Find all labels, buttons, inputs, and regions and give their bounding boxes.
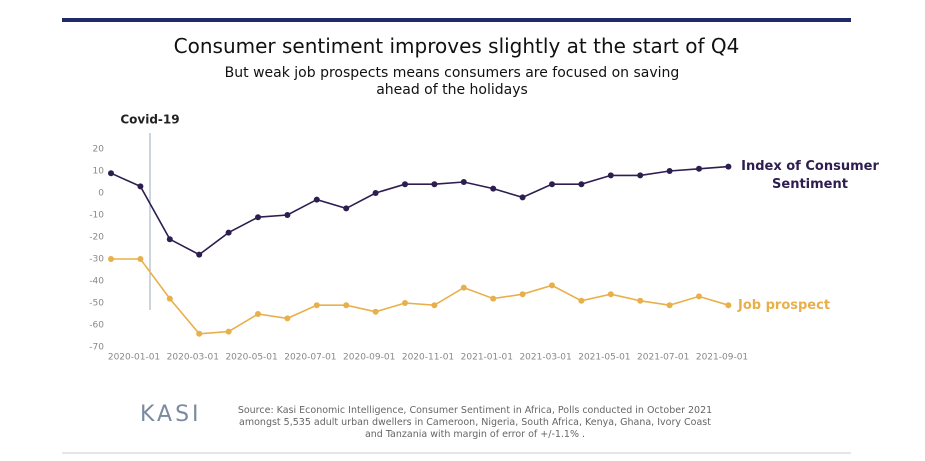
data-point [431,302,438,309]
y-tick-label: 20 [93,145,105,155]
data-point [460,179,467,185]
data-point [284,315,291,322]
data-point [137,183,144,190]
x-tick-label: 2020-11-01 [402,353,454,363]
data-point [196,330,203,337]
y-tick-label: 10 [93,167,105,177]
legend-label: Job prospect [738,298,831,313]
data-point [255,214,261,221]
data-point [166,295,173,302]
data-point [313,302,320,309]
top-bar [62,18,851,22]
x-tick-label: 2021-01-01 [461,353,513,363]
data-point [607,291,614,298]
x-tick-label: 2020-01-01 [108,353,160,363]
data-point [460,284,467,291]
data-point [225,229,232,236]
chart-title: Consumer sentiment improves slightly at … [173,34,740,58]
series-line [110,165,729,256]
chart-subtitle: But weak job prospects means consumers a… [224,65,680,98]
data-point [607,172,614,179]
data-point [666,302,673,309]
data-point [490,185,497,192]
data-point [519,291,526,298]
data-point [549,282,555,289]
data-point [372,308,379,315]
data-point [196,251,203,258]
data-point [313,196,320,203]
data-point [343,302,350,309]
data-point [490,295,497,302]
data-point [372,190,379,196]
logo: KASI [140,402,202,427]
y-tick-label: -50 [89,299,104,309]
legend-label: Index of Consumer Sentiment [741,159,879,192]
data-point [696,293,702,300]
x-tick-label: 2020-09-01 [343,353,395,363]
x-tick-label: 2021-05-01 [578,353,630,363]
data-point [343,205,350,212]
data-point [637,297,644,304]
data-point [519,194,526,201]
y-tick-label: -70 [89,343,104,353]
x-tick-label: 2021-09-01 [696,353,748,363]
x-tick-label: 2020-05-01 [225,353,277,363]
x-tick-label: 2020-03-01 [167,353,219,363]
source: Source: Kasi Economic Intelligence, Cons… [237,405,713,440]
data-point [402,300,408,306]
data-point [284,212,291,218]
data-point [549,181,555,188]
data-point [166,236,173,243]
data-point [578,181,585,188]
data-point [431,181,438,188]
y-tick-label: -30 [89,255,104,265]
data-point [725,302,732,309]
y-tick-label: -60 [89,321,104,331]
data-point [666,168,673,174]
x-tick-label: 2021-07-01 [637,353,689,363]
data-point [108,256,114,262]
x-tick-label: 2021-03-01 [519,353,571,363]
y-tick-label: -40 [89,277,104,287]
data-point [696,165,702,172]
data-point [225,328,232,335]
series-line [111,258,729,335]
x-tick-label: 2020-07-01 [284,353,336,363]
data-point [137,256,144,262]
y-tick-label: 0 [98,189,104,199]
data-point [637,172,644,179]
data-point [725,163,732,170]
y-tick-label: -20 [89,233,104,243]
data-point [108,170,114,177]
data-point [578,297,585,304]
data-point [255,311,261,317]
y-tick-label: -10 [89,211,104,221]
data-point [402,181,408,188]
annotation: Covid-19 [120,113,179,127]
